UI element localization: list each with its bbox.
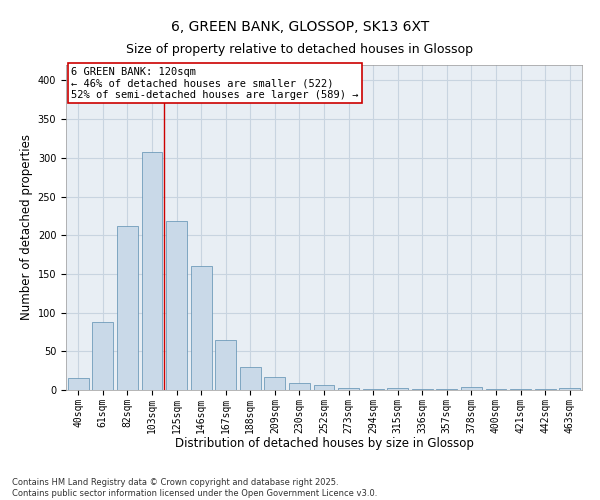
Bar [314,386,334,390]
Text: Size of property relative to detached houses in Glossop: Size of property relative to detached ho… [127,42,473,56]
Bar [461,387,482,390]
Bar [191,266,212,390]
Bar [142,152,163,390]
Bar [240,367,261,390]
Bar [510,389,531,390]
Bar [485,389,506,390]
Text: 6 GREEN BANK: 120sqm
← 46% of detached houses are smaller (522)
52% of semi-deta: 6 GREEN BANK: 120sqm ← 46% of detached h… [71,66,359,100]
X-axis label: Distribution of detached houses by size in Glossop: Distribution of detached houses by size … [175,437,473,450]
Bar [436,389,457,390]
Bar [535,389,556,390]
Bar [559,388,580,390]
Bar [362,389,383,390]
Bar [166,222,187,390]
Bar [387,388,408,390]
Bar [289,383,310,390]
Y-axis label: Number of detached properties: Number of detached properties [20,134,34,320]
Bar [117,226,138,390]
Text: 6, GREEN BANK, GLOSSOP, SK13 6XT: 6, GREEN BANK, GLOSSOP, SK13 6XT [171,20,429,34]
Text: Contains HM Land Registry data © Crown copyright and database right 2025.
Contai: Contains HM Land Registry data © Crown c… [12,478,377,498]
Bar [92,322,113,390]
Bar [68,378,89,390]
Bar [265,377,286,390]
Bar [338,388,359,390]
Bar [215,340,236,390]
Bar [412,389,433,390]
